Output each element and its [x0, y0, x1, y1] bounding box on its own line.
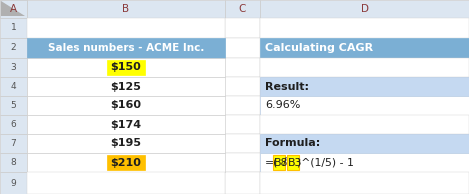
Text: 7: 7 [11, 139, 16, 148]
Bar [225, 77, 260, 96]
Bar [0, 0, 27, 18]
Text: /: / [283, 158, 287, 167]
Text: 3: 3 [11, 63, 16, 72]
Text: B3: B3 [288, 158, 303, 167]
Bar [225, 58, 260, 77]
Bar [260, 172, 469, 194]
Bar [225, 18, 260, 38]
Text: 4: 4 [11, 82, 16, 91]
Bar [272, 155, 285, 170]
Bar [0, 0, 27, 18]
Text: 5: 5 [11, 101, 16, 110]
Bar [260, 134, 469, 153]
Text: 6.96%: 6.96% [265, 100, 300, 111]
Text: Result:: Result: [265, 81, 309, 92]
Polygon shape [1, 1, 25, 16]
Text: C: C [239, 4, 246, 14]
Text: 2: 2 [11, 43, 16, 53]
Bar [0, 18, 27, 38]
Bar [287, 155, 299, 170]
Bar [225, 153, 260, 172]
Text: $125: $125 [111, 81, 142, 92]
Text: $195: $195 [111, 139, 142, 148]
Bar [225, 134, 260, 153]
Bar [0, 58, 27, 77]
Bar [27, 18, 225, 38]
Bar [27, 58, 225, 77]
Bar [27, 38, 225, 58]
Bar [225, 0, 260, 18]
Bar [27, 77, 225, 96]
Bar [27, 134, 225, 153]
Text: Sales numbers - ACME Inc.: Sales numbers - ACME Inc. [48, 43, 204, 53]
Bar [225, 96, 260, 115]
Bar [0, 172, 27, 194]
Text: B8: B8 [274, 158, 288, 167]
Bar [260, 77, 469, 96]
Bar [0, 134, 27, 153]
Bar [260, 115, 469, 134]
Text: $174: $174 [110, 120, 142, 130]
Bar [27, 172, 225, 194]
Text: 6: 6 [11, 120, 16, 129]
Bar [107, 155, 145, 170]
Text: Calculating CAGR: Calculating CAGR [265, 43, 373, 53]
Bar [0, 77, 27, 96]
Text: B: B [122, 4, 129, 14]
Bar [260, 0, 469, 18]
Text: A: A [10, 4, 17, 14]
Bar [260, 18, 469, 38]
Bar [107, 60, 145, 75]
Bar [260, 153, 469, 172]
Bar [260, 96, 469, 115]
Bar [225, 115, 260, 134]
Bar [0, 96, 27, 115]
Bar [0, 115, 27, 134]
Bar [260, 58, 469, 77]
Text: $150: $150 [111, 62, 141, 73]
Text: 1: 1 [11, 23, 16, 33]
Text: 9: 9 [11, 178, 16, 187]
Bar [27, 0, 225, 18]
Text: $210: $210 [111, 158, 142, 167]
Bar [225, 38, 260, 58]
Bar [0, 38, 27, 58]
Bar [27, 153, 225, 172]
Bar [27, 96, 225, 115]
Bar [260, 38, 469, 58]
Text: $160: $160 [111, 100, 142, 111]
Bar [0, 153, 27, 172]
Text: D: D [361, 4, 369, 14]
Bar [27, 115, 225, 134]
Text: Formula:: Formula: [265, 139, 320, 148]
Text: 8: 8 [11, 158, 16, 167]
Bar [225, 172, 260, 194]
Text: )^(1/5) - 1: )^(1/5) - 1 [297, 158, 354, 167]
Text: =(: =( [265, 158, 278, 167]
